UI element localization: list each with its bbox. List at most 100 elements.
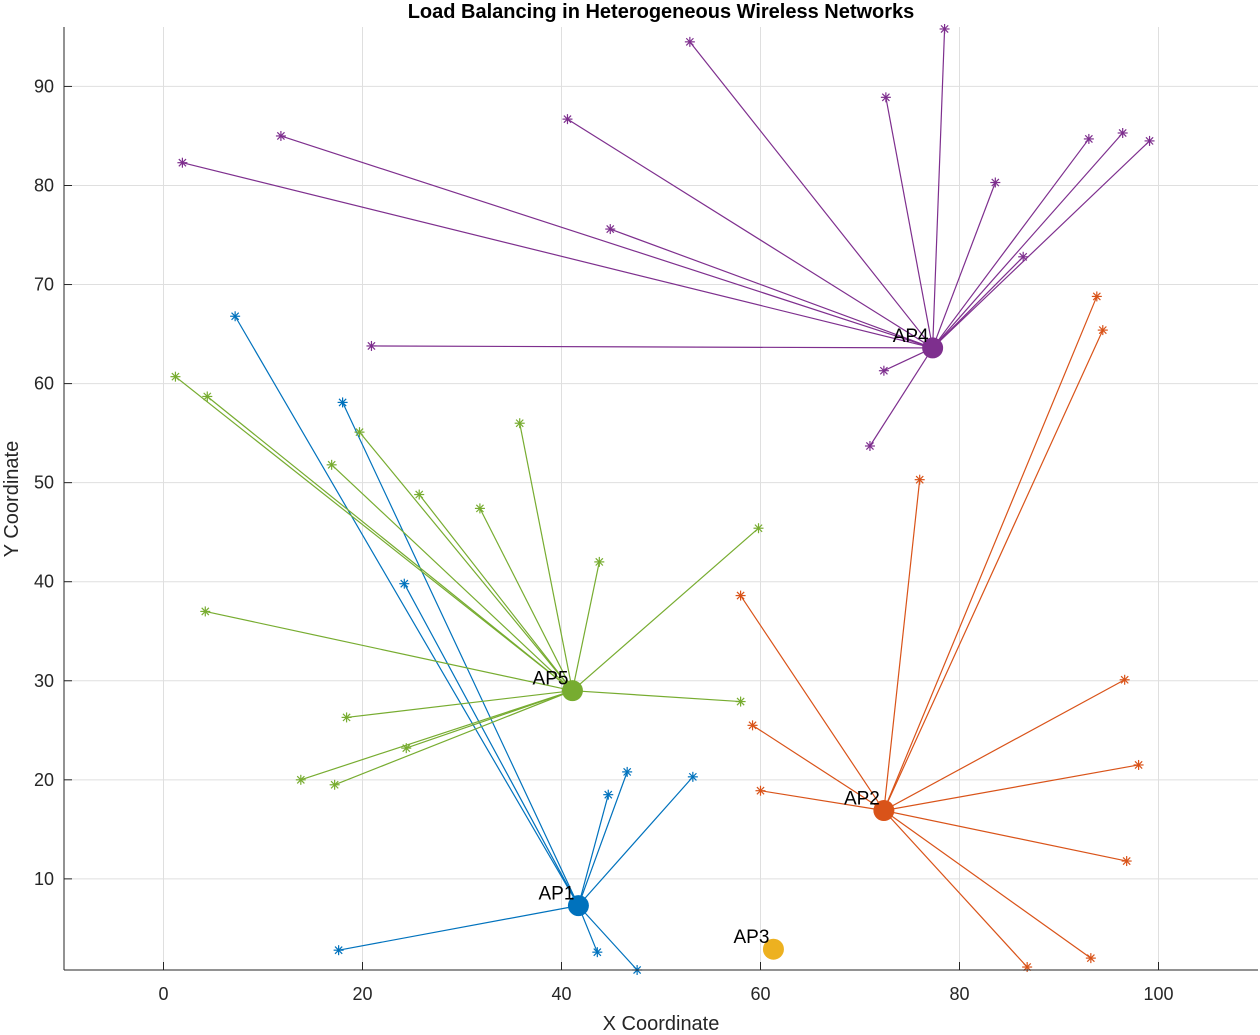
user-marker (200, 606, 211, 617)
connection-line (371, 345, 933, 349)
user-marker (514, 418, 525, 429)
connection-line (932, 182, 996, 349)
access-point-marker (873, 800, 895, 822)
connection-line (346, 690, 573, 719)
user-marker (295, 774, 306, 785)
y-tick-label: 80 (34, 175, 54, 195)
user-marker (1083, 133, 1094, 144)
user-marker (622, 766, 633, 777)
user-marker (177, 157, 188, 168)
connection-line (869, 347, 934, 447)
x-axis-label: X Coordinate (603, 1013, 720, 1035)
user-marker (329, 779, 340, 790)
user-marker (1091, 291, 1102, 302)
y-tick-label: 40 (34, 572, 54, 592)
user-marker (1119, 674, 1130, 685)
user-marker (170, 371, 181, 382)
user-marker (474, 503, 485, 514)
connection-line (883, 764, 1139, 812)
connection-line (689, 41, 934, 349)
user-marker (399, 578, 410, 589)
connection-line (479, 508, 573, 691)
user-marker (326, 459, 337, 470)
y-tick-label: 90 (34, 76, 54, 96)
access-point-label: AP5 (533, 669, 569, 690)
user-marker (1097, 325, 1108, 336)
user-marker (603, 789, 614, 800)
user-marker (592, 947, 603, 958)
user-marker (562, 114, 573, 125)
connection-line (577, 905, 638, 971)
x-tick-label: 60 (750, 984, 770, 1004)
user-marker (735, 696, 746, 707)
connection-line (740, 595, 885, 811)
connection-line (234, 315, 579, 906)
connection-line (403, 583, 579, 906)
y-tick-label: 10 (34, 869, 54, 889)
user-marker (1121, 856, 1132, 867)
user-marker (230, 311, 241, 322)
access-point-marker (922, 337, 944, 359)
axes (63, 27, 1258, 971)
x-tick-label: 20 (352, 984, 372, 1004)
connection-lines (175, 28, 1150, 971)
connection-line (206, 396, 573, 692)
connection-line (300, 690, 573, 781)
y-tick-label: 20 (34, 770, 54, 790)
x-tick-label: 100 (1143, 984, 1173, 1004)
connection-line (883, 810, 1092, 959)
connection-line (885, 97, 934, 349)
connection-line (342, 402, 579, 906)
connection-line (760, 790, 884, 812)
connection-line (205, 610, 573, 692)
connection-line (752, 724, 885, 812)
connection-line (331, 464, 573, 692)
connection-line (567, 118, 933, 349)
y-tick-label: 30 (34, 671, 54, 691)
user-marker (337, 397, 348, 408)
x-tick-label: 0 (158, 984, 168, 1004)
y-axis-label: Y Coordinate (1, 441, 23, 557)
access-point-label: AP4 (893, 326, 929, 347)
user-marker (333, 945, 344, 956)
access-point-marker (762, 938, 784, 960)
user-marker (1018, 251, 1029, 262)
connection-line (338, 905, 579, 951)
x-tick-label: 40 (551, 984, 571, 1004)
access-point-label: AP1 (538, 884, 574, 905)
user-marker (401, 743, 412, 754)
connection-line (572, 527, 759, 692)
connection-line (519, 423, 574, 691)
connection-line (359, 431, 573, 692)
user-marker (605, 224, 616, 235)
user-marker (864, 441, 875, 452)
user-marker (202, 391, 213, 402)
user-marker (275, 130, 286, 141)
user-marker (1144, 135, 1155, 146)
access-point-labels: AP1 AP2 AP3 AP4 AP5 (533, 326, 930, 948)
user-marker (1085, 953, 1096, 964)
connection-line (883, 479, 921, 811)
access-point-marker (567, 895, 589, 917)
access-point-label: AP2 (844, 789, 880, 810)
user-marker (878, 365, 889, 376)
connection-line (571, 561, 600, 691)
connection-line (932, 28, 946, 348)
connection-line (883, 296, 1098, 811)
user-marker (594, 556, 605, 567)
user-marker (414, 489, 425, 500)
user-marker (687, 771, 698, 782)
user-marker (747, 720, 758, 731)
user-marker (684, 36, 695, 47)
connection-line (572, 690, 741, 703)
connection-line (280, 135, 933, 349)
user-marker (914, 474, 925, 485)
connection-line (418, 494, 573, 692)
connection-line (577, 794, 609, 906)
connection-line (577, 776, 694, 907)
user-marker (354, 427, 365, 438)
user-marker (1117, 127, 1128, 138)
user-marker (1022, 962, 1033, 973)
